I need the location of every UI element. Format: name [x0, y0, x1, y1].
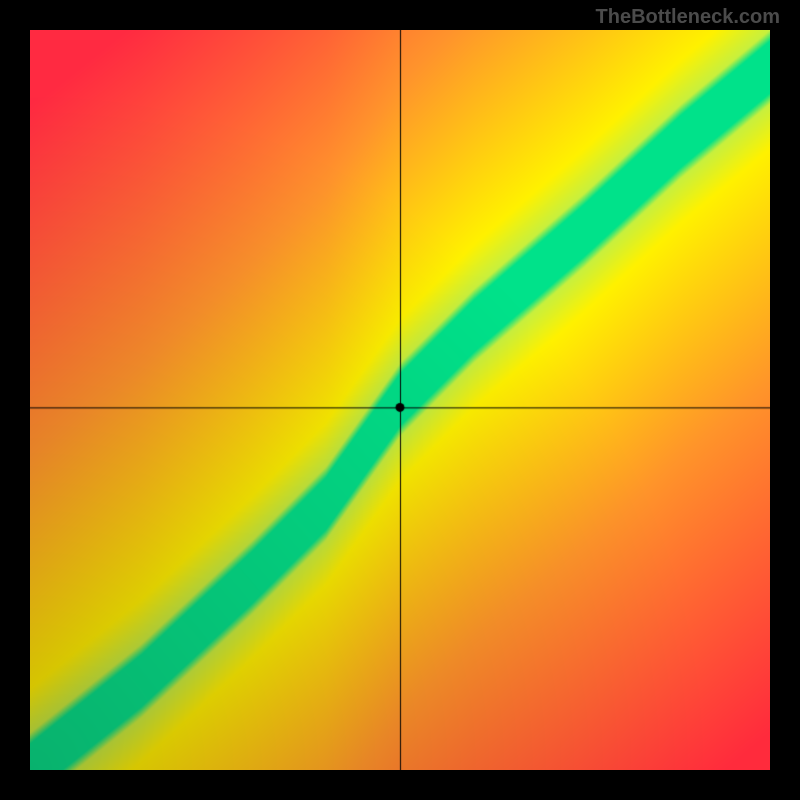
- chart-frame: TheBottleneck.com: [0, 0, 800, 800]
- heatmap-plot: [30, 30, 770, 770]
- heatmap-canvas: [30, 30, 770, 770]
- watermark-text: TheBottleneck.com: [596, 6, 780, 29]
